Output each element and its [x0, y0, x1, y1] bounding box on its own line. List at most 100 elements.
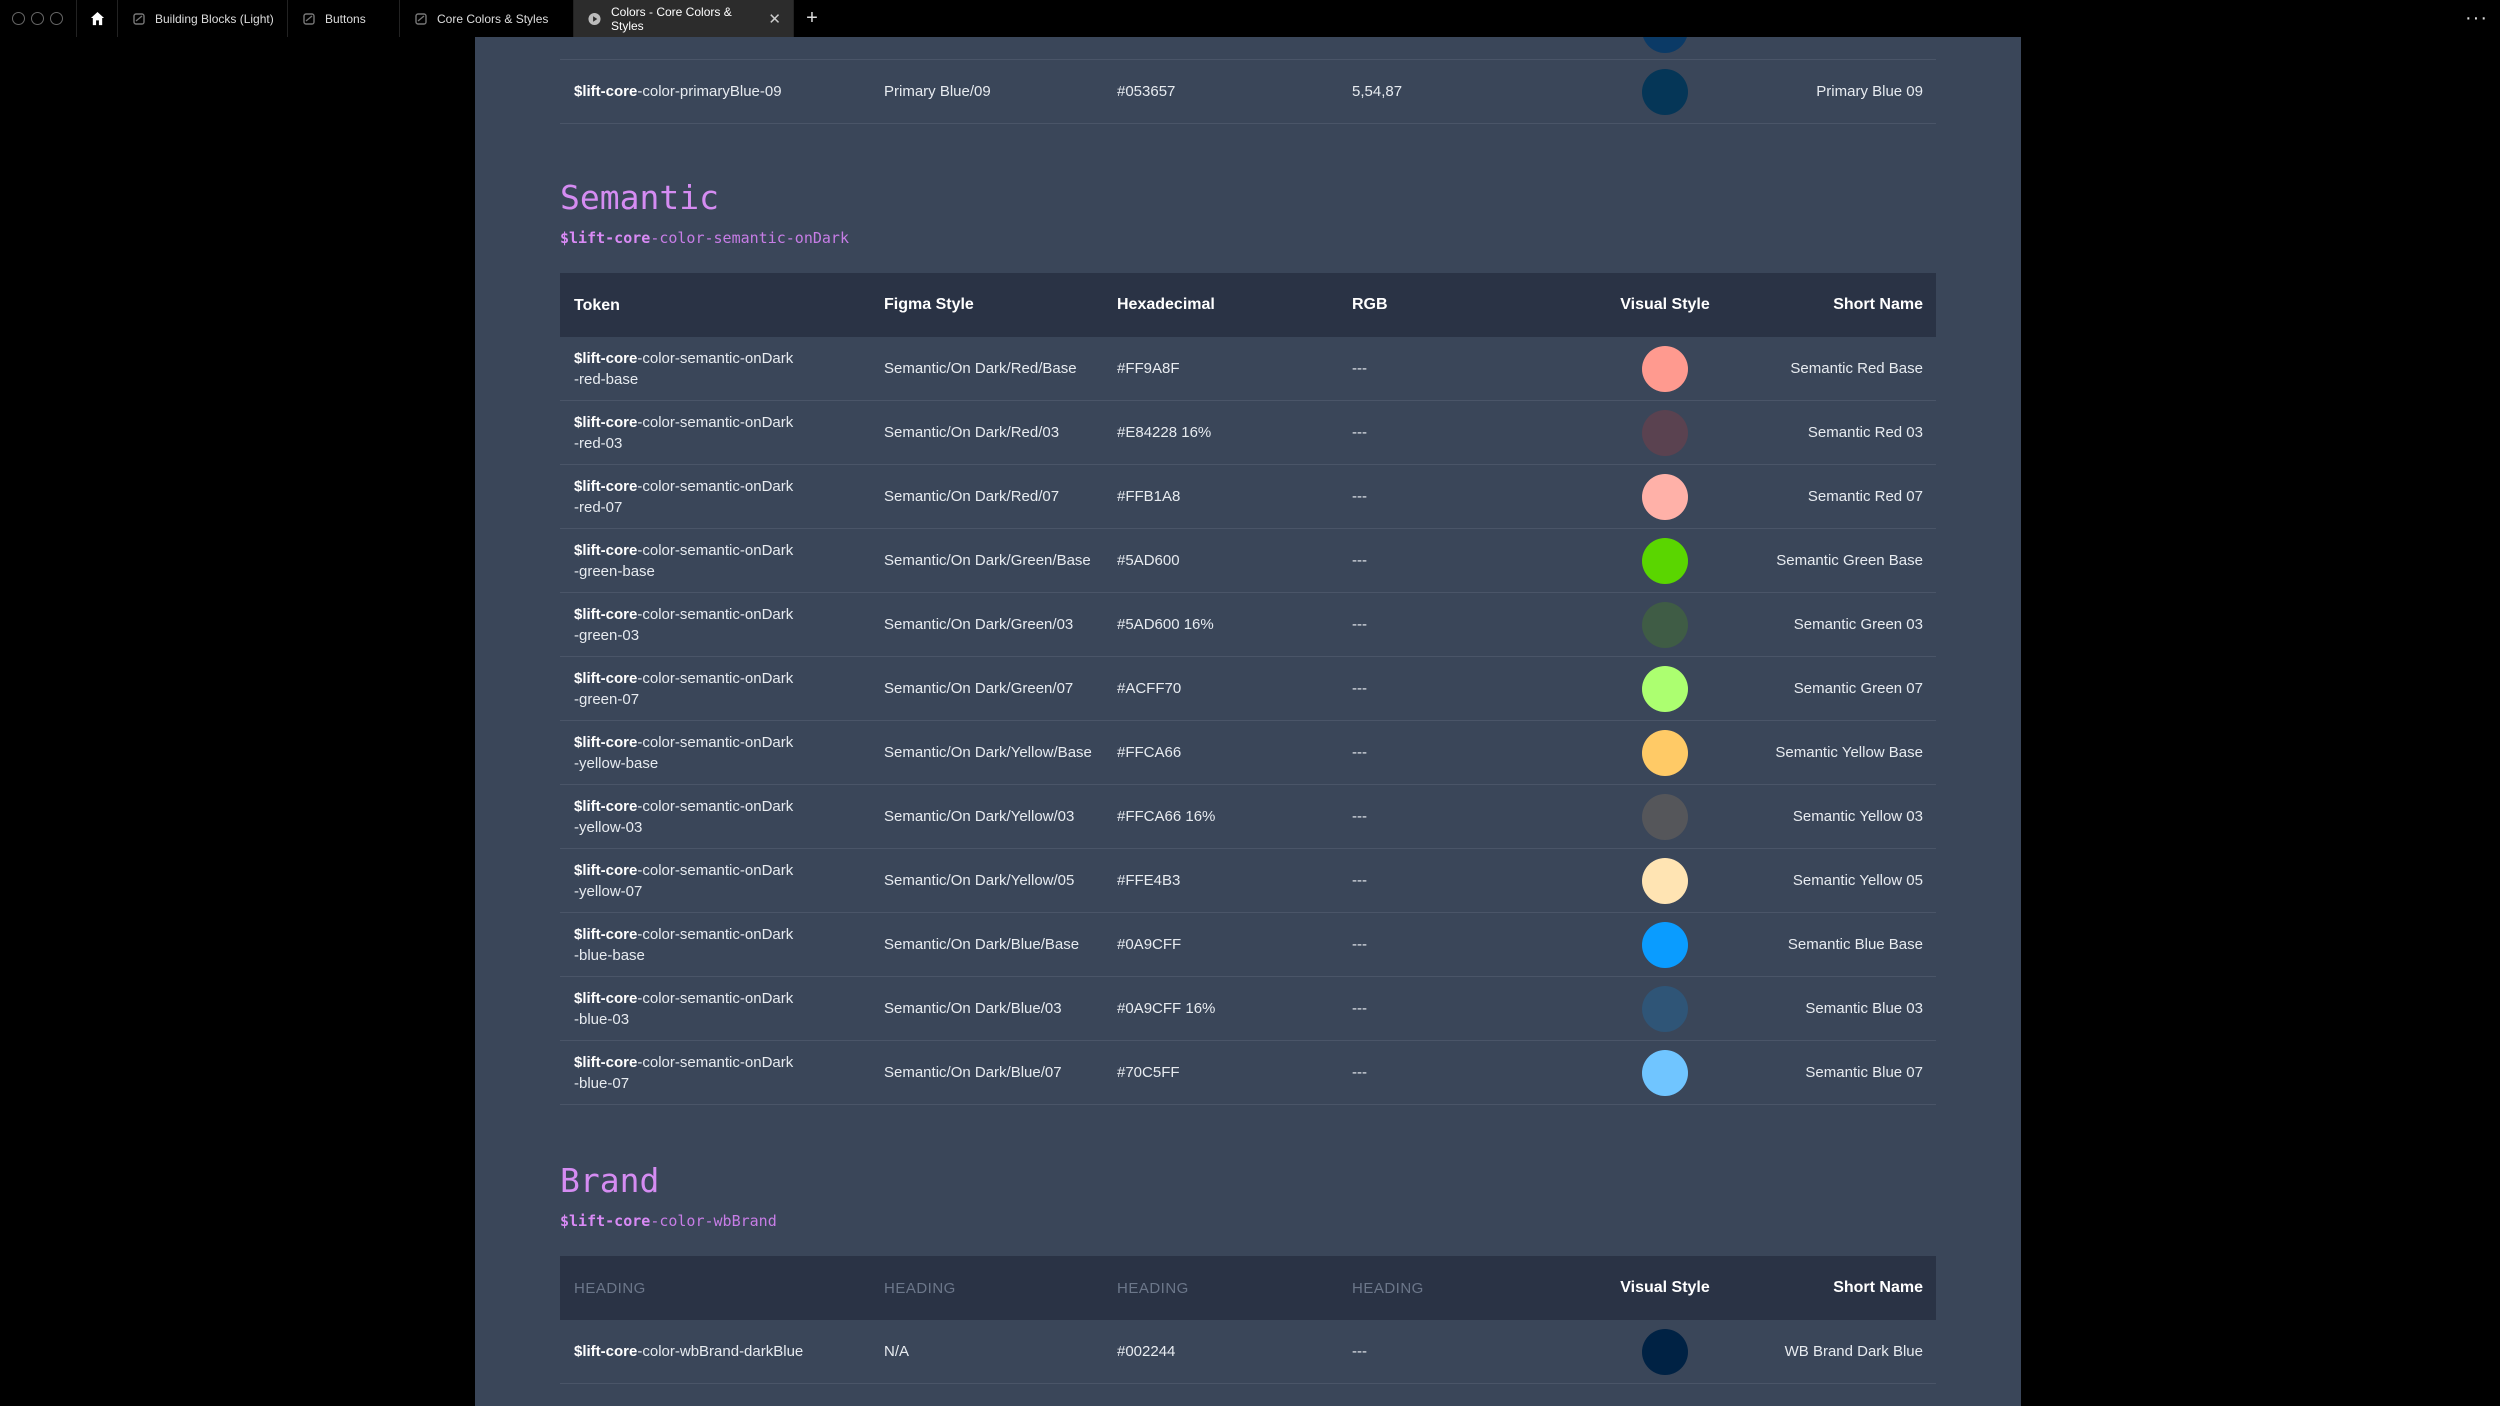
hex-cell: #ACFF70 [1117, 680, 1182, 697]
hex-cell: #E84228 16% [1117, 424, 1212, 441]
figma-style-cell: Primary Blue/09 [884, 83, 991, 100]
token-cell: $lift-core-color-semantic-onDark -green-b… [574, 541, 794, 580]
swatch-circle [1642, 473, 1688, 520]
hex-cell: #FFCA66 16% [1117, 808, 1216, 825]
short-name-cell: Semantic Blue Base [1787, 936, 1923, 953]
table-header-semantic: Token Figma Style Hexadecimal RGB Visual… [560, 273, 1936, 337]
tab-buttons[interactable]: Buttons [288, 0, 400, 37]
token-cell: $lift-core-color-semantic-onDark -yellow-… [574, 797, 794, 836]
header-hexadecimal: Hexadecimal [1117, 296, 1215, 313]
visual-style-cell [1587, 601, 1743, 648]
rgb-cell: --- [1352, 936, 1367, 953]
token-cell: $lift-core-color-semantic-onDark -yellow-… [574, 733, 794, 772]
rgb-cell: 5,54,87 [1352, 83, 1403, 100]
window-maximize-dot[interactable] [50, 12, 63, 25]
short-name-cell: Semantic Yellow 03 [1792, 808, 1923, 825]
visual-style-cell [1587, 857, 1743, 904]
short-name-cell: Semantic Blue 03 [1805, 1000, 1923, 1017]
short-name-cell: Semantic Red 07 [1807, 488, 1923, 505]
header-rgb: HEADING [1352, 1279, 1424, 1297]
swatch-circle [1642, 985, 1688, 1032]
table-row: $lift-core-color-semantic-onDark -red-03 S… [560, 401, 1936, 465]
table-row: $lift-core-color-semantic-onDark -green-0… [560, 657, 1936, 721]
table-row: $lift-core-color-semantic-onDark -yellow-… [560, 721, 1936, 785]
visual-style-cell [1587, 793, 1743, 840]
short-name-cell: Semantic Red 03 [1807, 424, 1923, 441]
table-row: $lift-core-color-semantic-onDark -green-b… [560, 529, 1936, 593]
window-controls [0, 0, 76, 37]
visual-style-cell [1587, 409, 1743, 456]
hex-cell: #FFB1A8 [1117, 488, 1181, 505]
rgb-cell: --- [1352, 680, 1367, 697]
swatch-circle [1642, 793, 1688, 840]
swatch-circle [1642, 1049, 1688, 1096]
window-close-dot[interactable] [12, 12, 25, 25]
rgb-cell: --- [1352, 1000, 1367, 1017]
hex-cell: #70C5FF [1117, 1064, 1180, 1081]
rgb-cell: --- [1352, 616, 1367, 633]
table-row: $lift-core-color-semantic-onDark -blue-ba… [560, 913, 1936, 977]
tab-colors-core-colors-active[interactable]: Colors - Core Colors & Styles ✕ [574, 0, 794, 37]
visual-style-cell [1587, 537, 1743, 584]
new-tab-plus-icon[interactable]: + [806, 7, 818, 29]
figma-style-cell: Semantic/On Dark/Green/03 [884, 616, 1074, 633]
swatch-circle [1642, 665, 1688, 712]
tab-core-colors[interactable]: Core Colors & Styles [400, 0, 574, 37]
rgb-cell: --- [1352, 1064, 1367, 1081]
figma-style-cell: Semantic/On Dark/Blue/07 [884, 1064, 1062, 1081]
swatch-circle [1642, 857, 1688, 904]
hex-cell: #5AD600 [1117, 552, 1180, 569]
table-row: $lift-core-color-semantic-onDark -blue-07… [560, 1041, 1936, 1105]
tab-label: Colors - Core Colors & Styles [611, 4, 732, 33]
tab-bar: Building Blocks (Light) Buttons Core Col… [0, 0, 2500, 37]
token-cell: $lift-core-color-semantic-onDark -blue-07 [574, 1053, 794, 1092]
section-subtitle-semantic: $lift-core-color-semantic-onDark [560, 229, 849, 247]
token-cell: $lift-core-color-semantic-onDark -blue-03 [574, 989, 794, 1028]
window-minimize-dot[interactable] [31, 12, 44, 25]
token-cell: $lift-core-color-semantic-onDark -red-bas… [574, 349, 794, 388]
header-hexadecimal: HEADING [1117, 1279, 1189, 1297]
figma-style-cell: Semantic/On Dark/Yellow/05 [884, 872, 1075, 889]
hex-cell: #0A9CFF [1117, 936, 1182, 953]
rgb-cell: --- [1352, 872, 1367, 889]
swatch-circle [1642, 729, 1688, 776]
canvas-frame: $lift-core-color-primaryBlue-09 Primary … [475, 37, 2021, 1406]
short-name-cell: Semantic Blue 07 [1805, 1064, 1923, 1081]
hex-cell: #0A9CFF 16% [1117, 1000, 1216, 1017]
visual-style-cell [1587, 921, 1743, 968]
swatch-circle [1642, 345, 1688, 392]
table-header-brand: HEADING HEADING HEADING HEADING Visual S… [560, 1256, 1936, 1320]
header-visual-style: Visual Style [1620, 1279, 1710, 1296]
header-short-name: Short Name [1833, 1279, 1923, 1296]
rgb-cell: --- [1352, 1343, 1367, 1360]
swatch-circle [1642, 601, 1688, 648]
token-cell: $lift-core-color-semantic-onDark -red-07 [574, 477, 794, 516]
tab-label: Buttons [325, 11, 366, 26]
token-cell: $lift-core-color-primaryBlue-09 [574, 83, 782, 100]
token-cell: $lift-core-color-wbBrand-darkBlue [574, 1343, 804, 1360]
home-button[interactable] [76, 0, 118, 37]
more-options-icon[interactable]: ··· [2465, 7, 2488, 29]
home-icon [90, 11, 104, 26]
swatch-circle [1642, 1328, 1688, 1375]
header-rgb: RGB [1352, 296, 1388, 313]
header-visual-style: Visual Style [1620, 296, 1710, 313]
header-token: HEADING [574, 1279, 646, 1297]
rgb-cell: --- [1352, 488, 1367, 505]
header-short-name: Short Name [1833, 296, 1923, 313]
figma-style-cell: Semantic/On Dark/Red/07 [884, 488, 1060, 505]
header-figma-style: HEADING [884, 1279, 956, 1297]
hex-cell: #FF9A8F [1117, 360, 1180, 377]
token-cell: $lift-core-color-semantic-onDark -red-03 [574, 413, 794, 452]
short-name-cell: Semantic Red Base [1790, 360, 1923, 377]
file-icon [132, 12, 145, 25]
visual-style-cell [1587, 1049, 1743, 1096]
figma-style-cell: Semantic/On Dark/Yellow/03 [884, 808, 1075, 825]
short-name-cell: Semantic Green 07 [1793, 680, 1923, 697]
table-row: $lift-core-color-semantic-onDark -blue-03… [560, 977, 1936, 1041]
close-tab-icon[interactable]: ✕ [768, 10, 781, 28]
tab-building-blocks[interactable]: Building Blocks (Light) [118, 0, 288, 37]
visual-style-cell [1587, 665, 1743, 712]
file-icon [414, 12, 427, 25]
section-title-brand: Brand [560, 1161, 660, 1200]
